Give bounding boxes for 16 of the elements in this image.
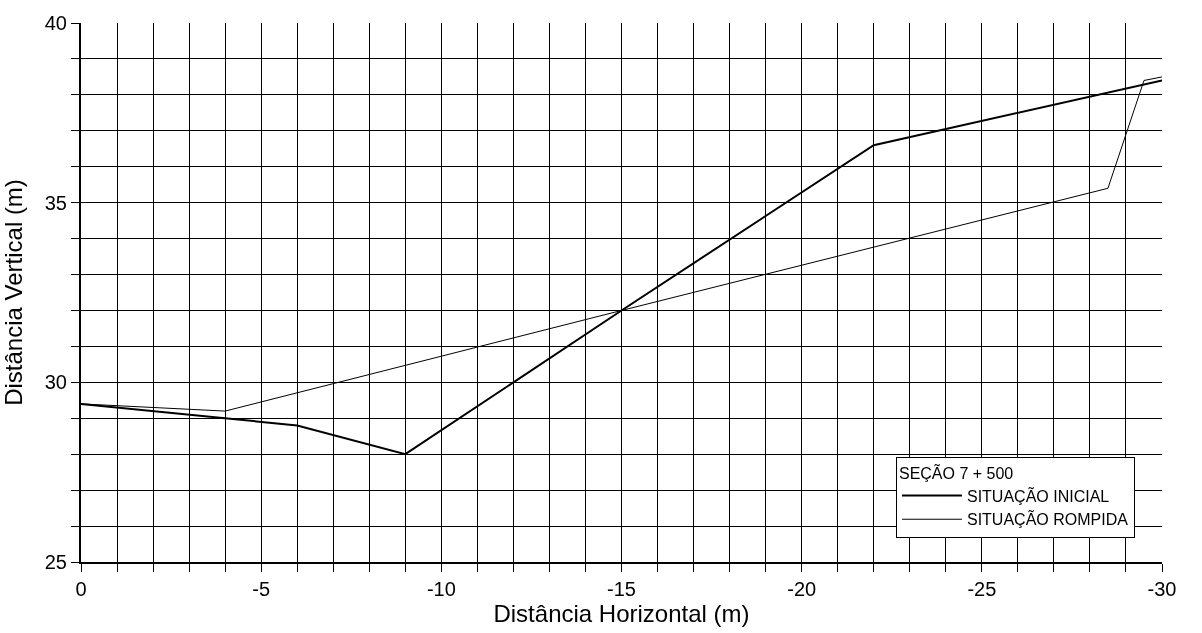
- x-axis-title: Distância Horizontal (m): [493, 600, 750, 627]
- legend-title: SEÇÃO 7 + 500: [898, 462, 1014, 482]
- x-tick-label: -15: [607, 578, 636, 600]
- y-tick-label: 40: [44, 12, 67, 34]
- x-tick-label: -20: [787, 578, 817, 600]
- y-tick-label: 25: [44, 551, 67, 573]
- x-tick-label: -30: [1147, 578, 1177, 600]
- y-tick-label: 30: [44, 371, 67, 394]
- x-tick-label: -5: [252, 578, 271, 600]
- x-tick-label: -25: [967, 578, 997, 600]
- y-tick-label: 35: [44, 191, 67, 214]
- x-tick-label: -10: [426, 578, 456, 600]
- y-axis-title: Distância Vertical (m): [0, 179, 27, 406]
- legend-label: SITUAÇÃO ROMPIDA: [966, 509, 1129, 529]
- x-tick-label: 0: [75, 578, 87, 600]
- legend-label: SITUAÇÃO INICIAL: [966, 485, 1110, 505]
